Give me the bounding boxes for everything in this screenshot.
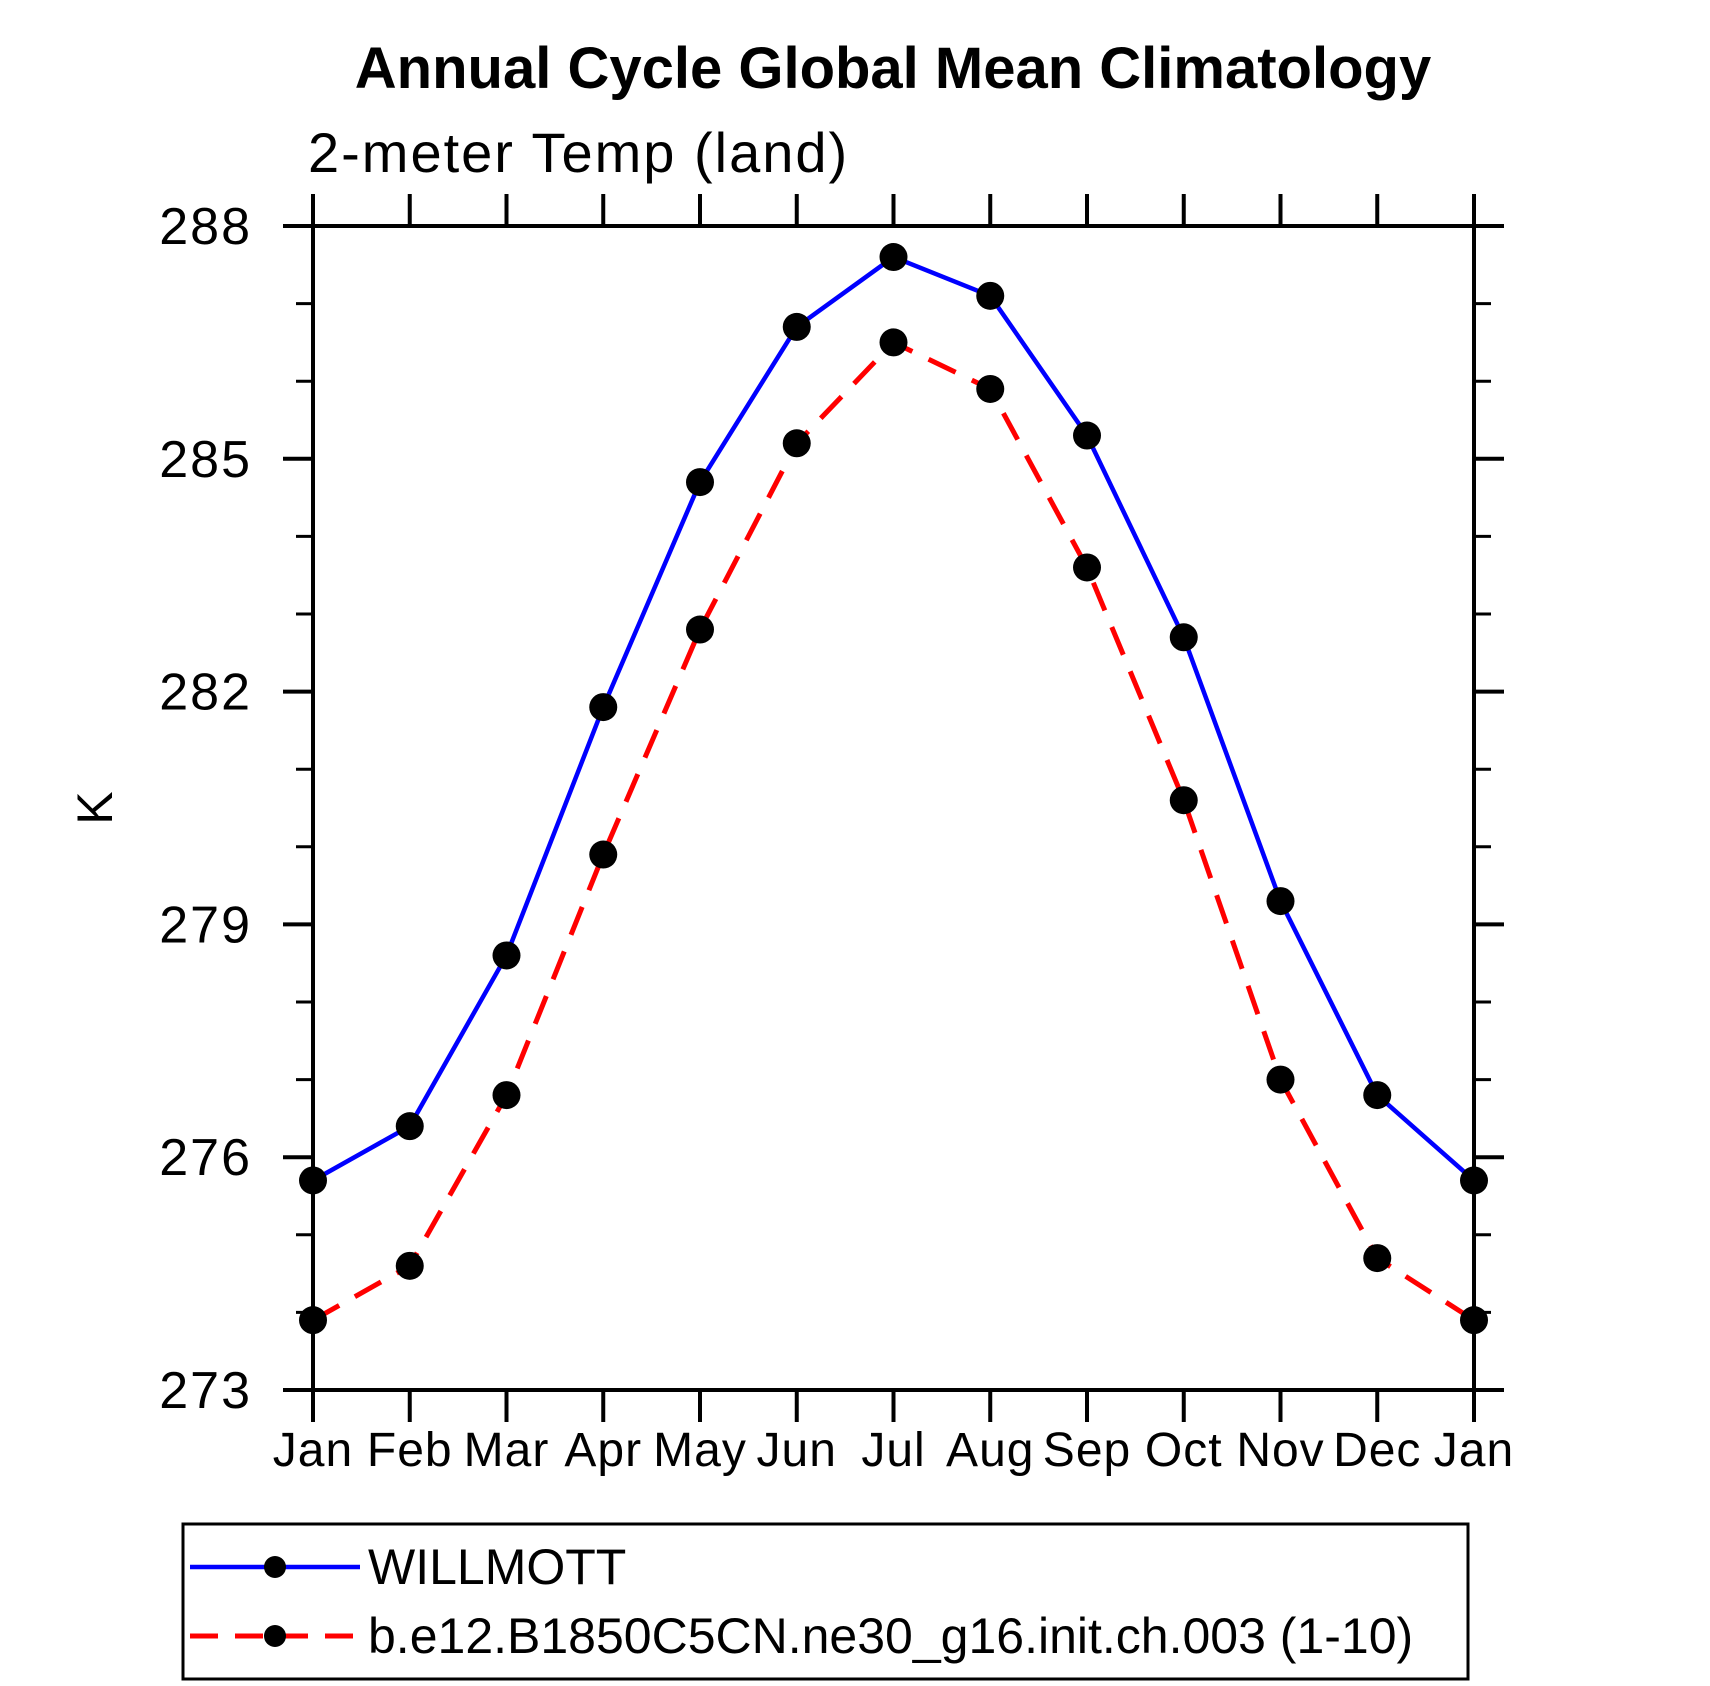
data-point-marker <box>976 281 1005 310</box>
x-tick-label: May <box>653 1424 747 1477</box>
data-point-marker <box>589 693 618 722</box>
x-tick-label: Mar <box>464 1424 550 1477</box>
data-point-marker <box>1460 1306 1488 1335</box>
data-point-marker <box>299 1306 327 1335</box>
data-point-marker <box>1460 1166 1488 1195</box>
series-layer <box>299 243 1488 1335</box>
legend-sample-marker-model <box>264 1625 286 1647</box>
x-tick-label: Sep <box>1043 1424 1131 1477</box>
x-tick-label: Dec <box>1333 1424 1421 1477</box>
data-point-marker <box>395 1251 424 1280</box>
data-point-marker <box>1363 1081 1392 1110</box>
y-tick-label: 273 <box>159 1362 252 1420</box>
legend-frame <box>181 1522 1470 1681</box>
x-tick-label: Jun <box>757 1424 837 1477</box>
data-point-marker <box>976 374 1005 403</box>
y-tick-label: 288 <box>159 198 252 256</box>
x-tick-label: Aug <box>946 1424 1034 1477</box>
legend-label-model: b.e12.B1850C5CN.ne30_g16.init.ch.003 (1-… <box>368 1608 1413 1664</box>
series-line-0 <box>311 254 1476 1183</box>
data-point-marker <box>1073 553 1101 582</box>
data-point-marker <box>1073 421 1101 450</box>
x-tick-label: Nov <box>1236 1424 1324 1477</box>
data-point-marker <box>492 941 521 970</box>
data-point-marker <box>782 429 811 458</box>
data-point-marker <box>395 1112 424 1141</box>
x-tick-label: Feb <box>367 1424 453 1477</box>
data-point-marker <box>782 312 811 341</box>
data-point-marker <box>299 1166 327 1195</box>
data-point-marker <box>879 243 908 272</box>
axes-layer: 273 276 279 282 285 288 Jan Feb Mar Apr May Jun Jul A… <box>159 194 1514 1477</box>
y-tick-label: 279 <box>159 896 252 954</box>
data-point-marker <box>879 328 908 357</box>
chart-title: Annual Cycle Global Mean Climatology <box>355 36 1431 101</box>
y-tick-label: 282 <box>159 664 252 722</box>
series-line-1 <box>311 339 1476 1323</box>
data-point-marker <box>1266 887 1295 916</box>
chart-subtitle: 2-meter Temp (land) <box>308 121 849 184</box>
data-point-marker <box>589 840 618 869</box>
data-point-marker <box>686 615 714 644</box>
x-tick-label: Apr <box>564 1424 642 1477</box>
x-tick-label: Jan <box>273 1424 353 1477</box>
legend-box: WILLMOTT b.e12.B1850C5CN.ne30_g16.init.c… <box>181 1522 1470 1681</box>
y-tick-label: 285 <box>159 431 252 489</box>
legend-label-willmott: WILLMOTT <box>368 1539 626 1595</box>
x-tick-label: Jul <box>861 1424 925 1477</box>
x-tick-label: Jan <box>1434 1424 1514 1477</box>
x-tick-label: Oct <box>1145 1424 1223 1477</box>
data-point-marker <box>1363 1244 1392 1273</box>
legend-sample-marker-willmott <box>264 1556 286 1578</box>
data-point-marker <box>1169 623 1198 652</box>
y-axis-title: K <box>67 791 123 824</box>
data-point-marker <box>1169 786 1198 815</box>
plot-frame <box>311 224 1476 1392</box>
data-point-marker <box>1266 1065 1295 1094</box>
data-point-marker <box>492 1081 521 1110</box>
y-tick-label: 276 <box>159 1129 252 1187</box>
data-point-marker <box>686 468 714 497</box>
